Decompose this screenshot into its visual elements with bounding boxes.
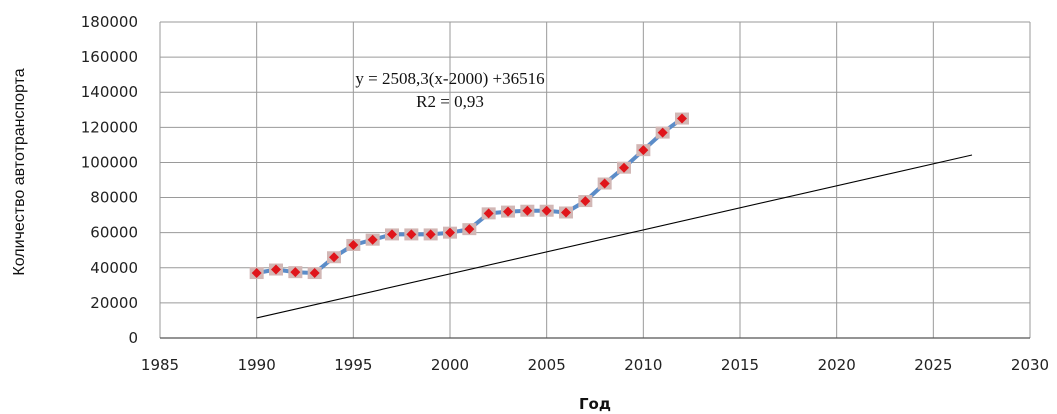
y-tick-label: 40000 [90,259,138,277]
x-tick-label: 2020 [818,356,856,374]
series-group [249,112,689,280]
y-tick-label: 180000 [81,13,138,31]
x-tick-label: 1985 [141,356,179,374]
data-point-marker [406,229,417,240]
y-axis-label: Количество автотранспорта [11,68,28,275]
data-point-marker [309,268,320,279]
data-point-marker [445,227,455,238]
grid [159,21,1031,339]
y-tick-label: 100000 [81,153,138,171]
data-point-marker [503,206,513,217]
x-tick-label: 1995 [334,356,372,374]
x-tick-label: 2025 [914,356,952,374]
trendline-equation: y = 2508,3(x-2000) +36516 [355,69,544,88]
data-point-marker [677,113,687,124]
data-point-marker [638,145,649,156]
data-point-marker [619,162,629,173]
data-point-marker [348,239,359,250]
y-tick-labels: 0 20000 40000 60000 80000 100000 120000 140000 1… [81,13,138,347]
data-point-marker [290,267,301,278]
x-tick-label: 2010 [624,356,662,374]
y-tick-label: 140000 [81,83,138,101]
r-squared-label: R2 = 0,93 [416,92,484,111]
x-tick-label: 1990 [238,356,276,374]
y-tick-label: 160000 [81,48,138,66]
y-tick-label: 60000 [90,224,138,242]
data-point-marker [522,205,533,216]
y-tick-label: 120000 [81,118,138,136]
y-tick-label: 0 [128,329,138,347]
series-line [256,116,684,275]
data-point-marker [464,224,475,235]
y-tick-label: 80000 [90,189,138,207]
data-point-marker [541,205,552,216]
data-point-marker [271,264,281,275]
data-point-marker [580,196,591,207]
data-point-marker [561,207,571,218]
x-tick-label: 2015 [721,356,759,374]
x-tick-label: 2030 [1011,356,1049,374]
data-point-marker [329,252,339,263]
data-point-marker [483,208,494,219]
y-tick-label: 20000 [90,294,138,312]
x-axis-label: Год [579,395,611,413]
data-point-marker [251,268,262,279]
data-point-marker [425,229,436,240]
trendline [256,154,973,319]
data-point-marker [367,234,378,245]
data-point-marker [387,229,397,240]
x-tick-label: 2000 [431,356,469,374]
trendline-group [256,154,973,319]
x-tick-label: 2005 [528,356,566,374]
x-tick-labels: 1985 1990 1995 2000 2005 2010 2015 2020 2025 2030 [141,356,1049,374]
data-point-marker [599,178,610,189]
data-point-marker [657,127,668,138]
